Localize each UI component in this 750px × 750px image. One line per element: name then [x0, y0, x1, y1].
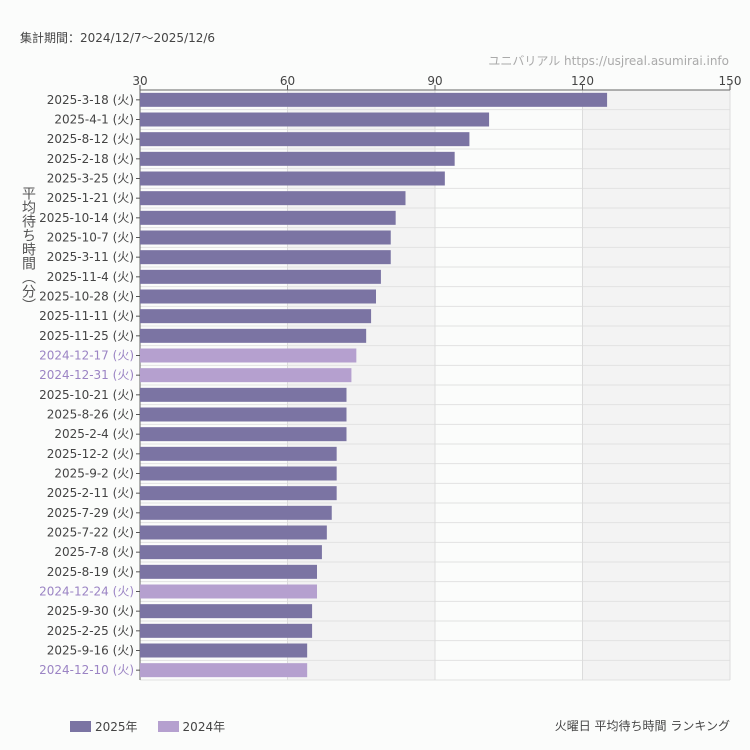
x-tick-label: 60 — [280, 74, 295, 88]
bar — [140, 663, 308, 678]
category-label: 2025-3-18 (火) — [47, 93, 134, 107]
category-label: 2025-4-1 (火) — [54, 113, 134, 127]
category-label: 2025-10-21 (火) — [39, 388, 134, 402]
legend-item-2025[interactable]: 2025年 — [70, 718, 138, 735]
bar — [140, 289, 376, 304]
bar — [140, 604, 313, 619]
category-label: 2025-10-14 (火) — [39, 211, 134, 225]
category-label: 2024-12-31 (火) — [39, 368, 134, 382]
bar — [140, 171, 445, 186]
bar — [140, 387, 347, 402]
category-label: 2025-9-30 (火) — [47, 604, 134, 618]
period-label: 集計期間：2024/12/7〜2025/12/6 — [20, 31, 216, 45]
bar — [140, 151, 455, 166]
category-label: 2024-12-10 (火) — [39, 663, 134, 677]
bar — [140, 328, 367, 343]
bar — [140, 132, 470, 147]
bar — [140, 230, 391, 245]
x-tick-label: 150 — [719, 74, 742, 88]
bar — [140, 250, 391, 265]
category-label: 2025-1-21 (火) — [47, 191, 134, 205]
bar — [140, 545, 322, 560]
category-label: 2025-3-25 (火) — [47, 172, 134, 186]
category-label: 2025-7-29 (火) — [47, 506, 134, 520]
category-label: 2025-9-16 (火) — [47, 644, 134, 658]
x-tick-label: 120 — [571, 74, 594, 88]
y-axis-label: 平均待ち時間（分） — [20, 186, 36, 312]
legend-swatch-2024 — [157, 721, 179, 732]
category-label: 2025-2-18 (火) — [47, 152, 134, 166]
bar — [140, 584, 317, 599]
bar — [140, 269, 381, 284]
category-label: 2025-11-25 (火) — [39, 329, 134, 343]
category-label: 2025-10-28 (火) — [39, 290, 134, 304]
bar — [140, 643, 308, 658]
bar — [140, 92, 608, 107]
category-label: 2025-11-11 (火) — [39, 309, 134, 323]
site-watermark: ユニバリアル https://usjreal.asumirai.info — [488, 54, 729, 68]
legend-item-2024[interactable]: 2024年 — [157, 718, 226, 735]
category-label: 2025-11-4 (火) — [47, 270, 134, 284]
bar — [140, 112, 490, 127]
legend-swatch-2025 — [70, 721, 91, 732]
legend-label: 2025年 — [95, 720, 138, 734]
category-label: 2024-12-17 (火) — [39, 349, 134, 363]
category-label: 2025-9-2 (火) — [54, 467, 134, 481]
category-label: 2025-3-11 (火) — [47, 250, 134, 264]
category-label: 2025-8-12 (火) — [47, 132, 134, 146]
legend-label: 2024年 — [182, 720, 226, 734]
bar — [140, 427, 347, 442]
x-tick-label: 30 — [132, 74, 147, 88]
category-label: 2025-7-8 (火) — [54, 545, 134, 559]
bar — [140, 466, 337, 481]
bar — [140, 623, 313, 638]
bar — [140, 309, 372, 324]
bar — [140, 407, 347, 422]
bar — [140, 191, 406, 206]
x-tick-label: 90 — [427, 74, 442, 88]
category-label: 2025-2-11 (火) — [47, 486, 134, 500]
bar — [140, 505, 332, 520]
category-label: 2025-10-7 (火) — [47, 231, 134, 245]
category-label: 2025-8-19 (火) — [47, 565, 134, 579]
category-label: 2025-12-2 (火) — [47, 447, 134, 461]
bar — [140, 446, 337, 461]
bar — [140, 525, 327, 540]
bar — [140, 348, 357, 363]
category-label: 2025-2-4 (火) — [54, 427, 134, 441]
legend: 2025年 2024年 — [70, 718, 225, 735]
category-label: 2025-7-22 (火) — [47, 526, 134, 540]
bar — [140, 210, 396, 225]
category-label: 2024-12-24 (火) — [39, 585, 134, 599]
category-label: 2025-2-25 (火) — [47, 624, 134, 638]
bar — [140, 486, 337, 501]
bar — [140, 564, 317, 579]
category-label: 2025-8-26 (火) — [47, 408, 134, 422]
bar — [140, 368, 352, 383]
chart-caption: 火曜日 平均待ち時間 ランキング — [554, 719, 730, 733]
